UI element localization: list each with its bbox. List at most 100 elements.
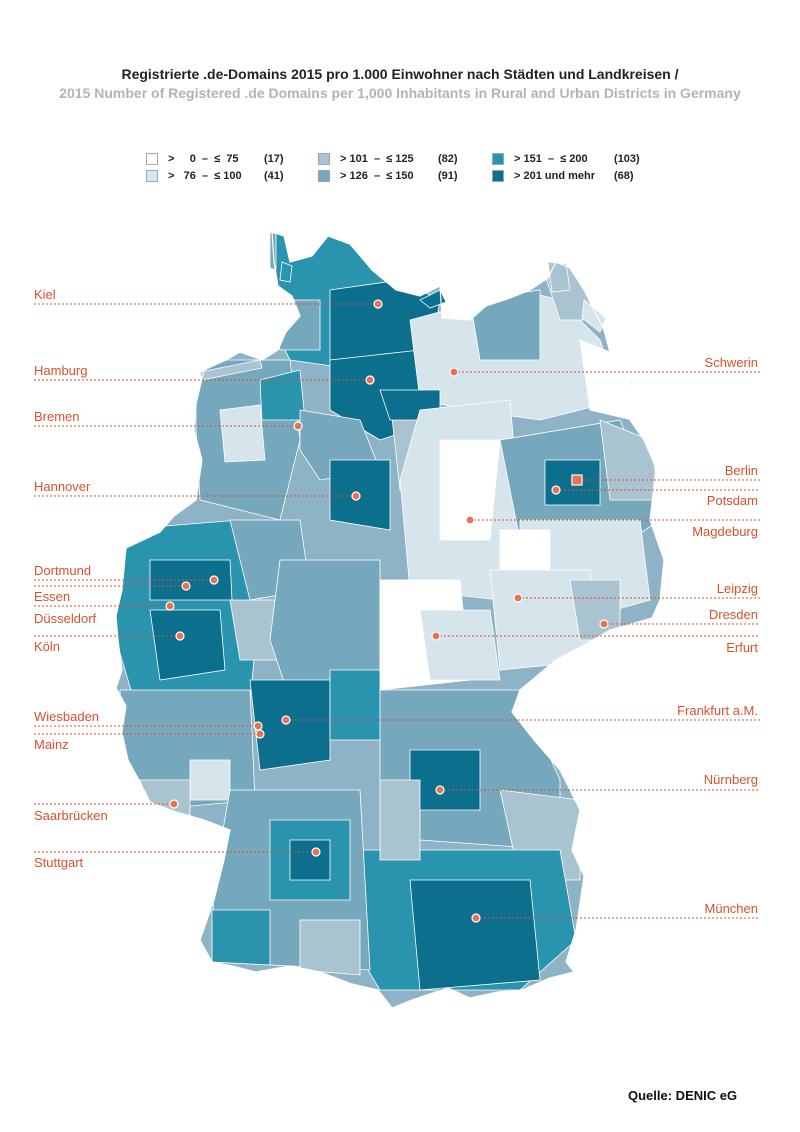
marker-hamburg [365, 375, 375, 385]
legend-column-2: > 101 – ≤ 125 (82) > 126 – ≤ 150 (91) [318, 150, 458, 184]
label-dresden: Dresden [708, 607, 758, 622]
region-stuttgart [289, 839, 331, 881]
legend-label: > 201 und mehr [514, 169, 596, 182]
label-hannover: Hannover [34, 479, 91, 494]
region-nuernberg [409, 749, 481, 811]
region-oldenburg [219, 404, 266, 463]
label-erfurt: Erfurt [726, 640, 758, 655]
legend-swatch [492, 169, 504, 182]
region-muenchen-area [409, 879, 541, 991]
legend-item: > 0 – ≤ 75 (17) [146, 150, 284, 167]
label-nuernberg: Nürnberg [703, 772, 758, 787]
marker-stuttgart [311, 847, 321, 857]
marker-hannover [351, 491, 361, 501]
marker-koeln [175, 631, 185, 641]
region-rhineland [149, 609, 226, 681]
region-ansbach [379, 779, 421, 861]
legend-item: > 151 – ≤ 200 (103) [492, 150, 640, 167]
label-hamburg: Hamburg [34, 363, 88, 378]
region-bodensee [299, 919, 361, 976]
region-rhein-main [249, 679, 331, 771]
marker-berlin [571, 474, 583, 486]
legend-column-1: > 0 – ≤ 75 (17) > 76 – ≤ 100 (41) [146, 150, 284, 184]
marker-bremen [293, 421, 303, 431]
label-stuttgart: Stuttgart [34, 855, 84, 870]
marker-duesseldorf [165, 601, 175, 611]
label-dortmund: Dortmund [34, 563, 92, 578]
country-outline [115, 231, 665, 1009]
city-markers [165, 299, 609, 923]
legend-item: > 126 – ≤ 150 (91) [318, 167, 458, 184]
marker-nuernberg [435, 785, 445, 795]
island-usedom [581, 299, 607, 333]
region-thueringen [419, 609, 501, 681]
region-rostock [469, 289, 541, 361]
label-berlin: Berlin [724, 463, 758, 478]
legend-count: (103) [614, 152, 640, 165]
marker-frankfurt [281, 715, 291, 725]
label-kiel: Kiel [34, 287, 56, 302]
label-saarbruecken: Saarbrücken [34, 808, 108, 823]
marker-potsdam [551, 485, 561, 495]
label-mainz: Mainz [34, 737, 69, 752]
marker-erfurt [431, 631, 441, 641]
legend-label: > 101 – ≤ 125 [340, 152, 414, 165]
label-wiesbaden: Wiesbaden [34, 709, 100, 724]
island-fehmarn [419, 289, 447, 309]
region-uckermark [599, 419, 661, 501]
marker-magdeburg [465, 515, 475, 525]
region-freiburg [211, 909, 271, 966]
legend-column-3: > 151 – ≤ 200 (103) > 201 und mehr (68) [492, 150, 640, 184]
marker-essen [181, 581, 191, 591]
legend-item: > 201 und mehr (68) [492, 167, 640, 184]
legend-count: (82) [438, 152, 458, 165]
legend-swatch [492, 152, 504, 165]
region-pfalz-light [189, 759, 231, 801]
legend-count: (17) [264, 152, 284, 165]
label-muenchen: München [704, 901, 758, 916]
marker-kiel [373, 299, 383, 309]
legend-label: > 151 – ≤ 200 [514, 152, 588, 165]
label-koeln: Köln [34, 639, 61, 654]
district-regions [116, 232, 664, 1008]
legend-count: (68) [614, 169, 634, 182]
label-frankfurt: Frankfurt a.M. [677, 703, 758, 718]
island-sylt [279, 261, 293, 283]
legend-item: > 76 – ≤ 100 (41) [146, 167, 284, 184]
legend-swatch [146, 152, 158, 165]
label-schwerin: Schwerin [704, 355, 758, 370]
legend-item: > 101 – ≤ 125 (82) [318, 150, 458, 167]
marker-leipzig [513, 593, 523, 603]
legend-label: > 126 – ≤ 150 [340, 169, 414, 182]
region-wetterau [329, 669, 381, 741]
legend-label: > 76 – ≤ 100 [168, 169, 242, 182]
label-magdeburg: Magdeburg [692, 524, 758, 539]
region-altmark-white [439, 439, 501, 541]
islands-east-frisia [199, 359, 263, 381]
label-leipzig: Leipzig [716, 581, 758, 596]
marker-mainz [255, 729, 265, 739]
region-dithmarschen [269, 299, 321, 351]
label-potsdam: Potsdam [706, 493, 758, 508]
source-credit: Quelle: DENIC eG [628, 1088, 738, 1103]
title-german: Registrierte .de-Domains 2015 pro 1.000 … [121, 66, 679, 82]
marker-dortmund [209, 575, 219, 585]
legend-swatch [318, 169, 330, 182]
marker-schwerin [449, 367, 459, 377]
legend-count: (41) [264, 169, 284, 182]
marker-muenchen [471, 913, 481, 923]
title-english: 2015 Number of Registered .de Domains pe… [59, 85, 741, 101]
marker-dresden [599, 619, 609, 629]
leader-lines [34, 303, 760, 919]
legend-label: > 0 – ≤ 75 [168, 152, 239, 165]
marker-wiesbaden [253, 721, 263, 731]
legend-count: (91) [438, 169, 458, 182]
marker-saarbruecken [169, 799, 179, 809]
legend-swatch [318, 152, 330, 165]
label-duesseldorf: Düsseldorf [34, 611, 97, 626]
label-essen: Essen [34, 589, 71, 604]
label-bremen: Bremen [34, 409, 80, 424]
legend-swatch [146, 169, 158, 182]
